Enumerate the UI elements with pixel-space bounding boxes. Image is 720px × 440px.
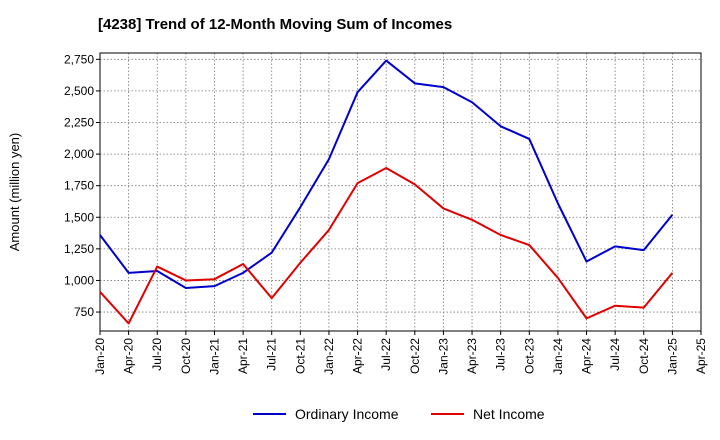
series	[99, 59, 674, 325]
x-tick-label: Jan-21	[207, 338, 221, 375]
x-tick-label: Apr-22	[351, 338, 365, 374]
x-tick-label: Jan-25	[665, 338, 679, 375]
y-tick-label: 1,750	[64, 179, 94, 193]
legend-label-net-income: Net Income	[473, 406, 545, 422]
x-tick-label: Apr-21	[236, 338, 250, 374]
x-tick-label: Oct-21	[293, 338, 307, 374]
x-tick-label: Apr-25	[694, 338, 708, 374]
series-line-net-income	[99, 166, 674, 325]
x-tick-label: Jul-23	[494, 338, 508, 371]
y-tick-label: 1,250	[64, 242, 94, 256]
y-tick-label: 1,000	[64, 273, 94, 287]
chart-title: [4238] Trend of 12-Month Moving Sum of I…	[98, 16, 453, 33]
x-tick-label: Oct-24	[637, 338, 651, 374]
legend: Ordinary Income Net Income	[253, 406, 545, 422]
plot-frame	[99, 52, 702, 332]
y-tick-label: 1,500	[64, 210, 94, 224]
gridlines	[100, 53, 701, 331]
y-axis-label: Amount (million yen)	[7, 133, 22, 252]
series-line-ordinary-income	[99, 59, 674, 290]
x-tick-label: Jul-24	[608, 338, 622, 371]
y-tick-label: 2,500	[64, 84, 94, 98]
x-tick-label: Oct-22	[408, 338, 422, 374]
y-tick-label: 2,250	[64, 116, 94, 130]
x-tick-label: Apr-23	[465, 338, 479, 374]
x-tick-label: Apr-24	[580, 338, 594, 374]
x-tick-label: Jul-21	[265, 338, 279, 371]
y-tick-label: 750	[74, 305, 94, 319]
x-tick-label: Jul-20	[150, 338, 164, 371]
x-tick-label: Jan-22	[322, 338, 336, 375]
x-tick-label: Jan-23	[436, 338, 450, 375]
x-tick-label: Apr-20	[122, 338, 136, 374]
y-tick-label: 2,000	[64, 147, 94, 161]
axes: 750 1,000 1,250 1,500 1,750 2,000 2,250 2,500 2,…	[7, 52, 708, 374]
legend-label-ordinary-income: Ordinary Income	[295, 406, 399, 422]
x-tick-label: Oct-23	[522, 338, 536, 374]
x-tick-label: Jan-20	[93, 338, 107, 375]
x-tick-label: Oct-20	[179, 338, 193, 374]
y-tick-label: 2,750	[64, 52, 94, 66]
x-tick-label: Jan-24	[551, 338, 565, 375]
x-tick-label: Jul-22	[379, 338, 393, 371]
